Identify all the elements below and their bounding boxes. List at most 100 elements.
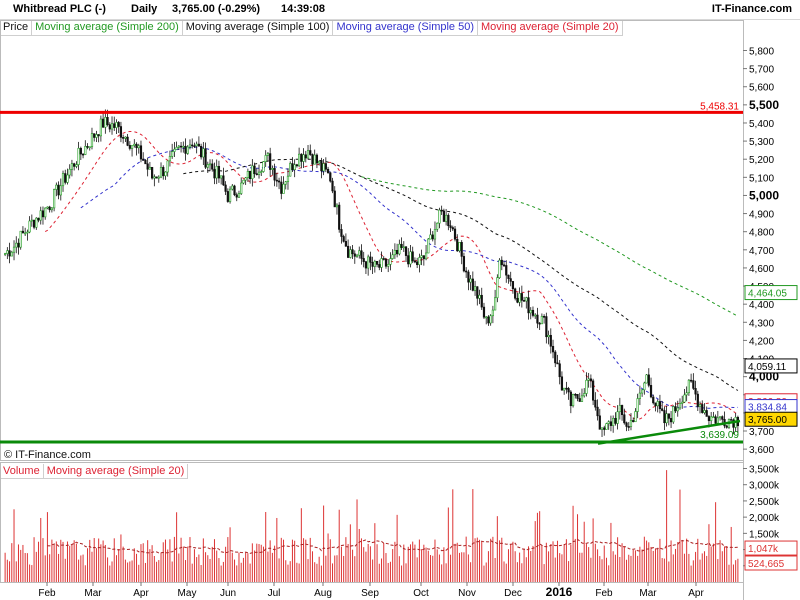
candle-body [295, 164, 298, 167]
candle-body [197, 143, 200, 147]
volume-bars [4, 470, 739, 582]
candle-body [280, 181, 283, 194]
candle-body [286, 175, 290, 183]
candle-body [349, 249, 352, 258]
candle-body [26, 231, 29, 234]
candle-body [39, 210, 42, 221]
candle-body [645, 374, 648, 384]
candle-body [68, 168, 71, 176]
candle-body [382, 258, 385, 260]
candle-body [527, 297, 530, 314]
candle-body [311, 154, 314, 165]
candle-body [576, 394, 579, 399]
axis-value-box [744, 285, 798, 301]
candle-body [473, 286, 477, 291]
candle-body [367, 256, 370, 269]
candle-body [569, 391, 572, 407]
candle-body [59, 185, 62, 196]
candle-body [164, 171, 167, 177]
candle-body [142, 158, 145, 161]
candle-body [407, 255, 410, 265]
candle-body [358, 250, 361, 256]
candle-body [467, 271, 470, 283]
candle-body [567, 388, 570, 393]
volume-value-box [744, 540, 798, 556]
candle-body [400, 243, 403, 248]
candle-body [418, 257, 421, 266]
candle-body [462, 256, 466, 272]
candle-body [460, 242, 463, 257]
legend-ma20[interactable]: Moving average (Simple 20) [478, 20, 623, 36]
candle-body [95, 134, 98, 138]
candle-body [318, 161, 321, 164]
candle-body [46, 206, 49, 209]
candle-body [730, 419, 733, 421]
candle-body [269, 153, 272, 170]
candle-body [231, 185, 234, 190]
candle-body [242, 179, 245, 184]
candle-body [685, 392, 688, 396]
candle-body [647, 374, 650, 386]
candle-body [380, 258, 383, 268]
candle-body [482, 306, 486, 318]
candle-body [398, 243, 401, 255]
price-y-tick-label: 5,200 [749, 155, 774, 166]
candle-body [253, 165, 256, 174]
candle-body [44, 207, 47, 218]
candle-body [543, 315, 546, 318]
candle-body [70, 163, 74, 170]
candle-body [224, 184, 227, 192]
candle-body [616, 411, 619, 424]
candle-body [663, 410, 666, 424]
candle-body [487, 316, 490, 324]
axis-value-label: 3,765.00 [748, 415, 787, 426]
price-y-tick-label: 4,300 [749, 318, 774, 329]
candle-body [531, 309, 535, 316]
candle-body [609, 421, 613, 426]
candle-body [4, 253, 7, 255]
price-y-tick-label: 4,600 [749, 264, 774, 275]
price-y-tick-label: 5,000 [749, 188, 779, 202]
candle-body [536, 314, 539, 324]
legend-volume-ma20[interactable]: Moving average (Simple 20) [43, 464, 189, 479]
candle-body [560, 376, 564, 391]
resistance-label: 5,458.31 [700, 101, 739, 112]
legend-ma50[interactable]: Moving average (Simple 50) [333, 20, 479, 36]
candle-body [424, 252, 428, 260]
candle-body [476, 286, 479, 299]
candle-body [193, 145, 196, 148]
candle-body [612, 417, 615, 426]
candle-body [97, 134, 100, 137]
legend-ma200[interactable]: Moving average (Simple 200) [32, 20, 183, 36]
legend-ma100[interactable]: Moving average (Simple 100) [182, 20, 334, 36]
candle-body [331, 180, 334, 192]
candle-body [378, 264, 381, 268]
candle-body [315, 154, 319, 164]
candle-body [262, 161, 265, 172]
axis-value-box [744, 358, 798, 374]
candle-body [545, 316, 548, 338]
candle-body [333, 190, 336, 208]
candle-body [320, 161, 323, 172]
candle-body [273, 168, 276, 181]
candle-body [146, 163, 149, 170]
candle-body [77, 147, 80, 165]
candle-body [304, 154, 307, 159]
candle-body [725, 425, 728, 428]
candle-body [99, 118, 102, 137]
candle-body [344, 241, 347, 247]
x-tick-label: Mar [84, 588, 102, 599]
legend-price[interactable]: Price [0, 20, 33, 36]
candle-body [326, 168, 330, 174]
candlesticks [4, 109, 739, 437]
candle-body [453, 228, 457, 240]
candle-body [35, 217, 38, 228]
volume-value-label: 524,665 [748, 559, 785, 570]
candle-body [440, 209, 443, 212]
candle-body [534, 314, 537, 317]
legend-volume[interactable]: Volume [0, 464, 44, 479]
candle-body [133, 143, 136, 146]
x-tick-label: Aug [314, 588, 332, 599]
candle-body [551, 345, 555, 353]
